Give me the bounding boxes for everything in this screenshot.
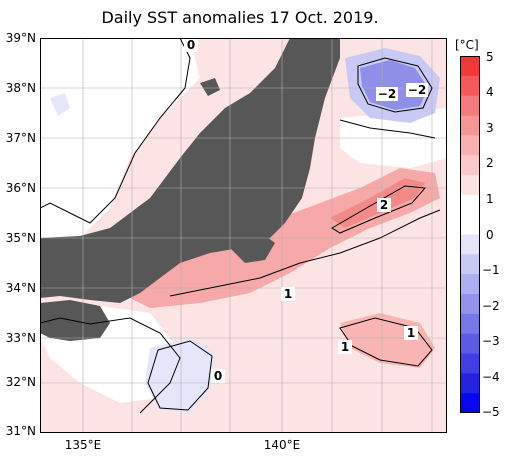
- contour-label: 0: [187, 38, 195, 52]
- lat-label-33: 33°N: [5, 331, 36, 345]
- land-sado-island: [200, 78, 220, 96]
- contour-label: 1: [407, 326, 415, 340]
- lon-label-140: 140°E: [263, 438, 301, 452]
- colorbar-tick: −2: [482, 299, 500, 313]
- colorbar-tick: 1: [486, 192, 494, 206]
- neutral-area-north: [40, 38, 200, 248]
- colorbar-tick: 4: [486, 85, 494, 99]
- colorbar-cell: [460, 56, 480, 77]
- lat-label-34: 34°N: [5, 281, 36, 295]
- colorbar-cell: [460, 294, 480, 315]
- colorbar-tick: −3: [482, 334, 500, 348]
- land-peninsula: [230, 228, 275, 263]
- contour-label: 1: [341, 340, 349, 354]
- colorbar-tick: −5: [482, 405, 500, 419]
- lat-label-38: 38°N: [5, 81, 36, 95]
- lat-label-36: 36°N: [5, 181, 36, 195]
- map-frame: [40, 38, 447, 433]
- colorbar-cell: [460, 95, 480, 116]
- colorbar: [460, 56, 480, 413]
- lat-label-37: 37°N: [5, 131, 36, 145]
- colorbar-tick: 3: [486, 121, 494, 135]
- colorbar-cell: [460, 135, 480, 156]
- contour-label-group: 0 −2 −2 2 1 1 1 0: [184, 38, 428, 383]
- cool-patch-west: [50, 93, 70, 116]
- colorbar-cell: [460, 75, 480, 97]
- lat-label-32: 32°N: [5, 375, 36, 389]
- lon-label-135: 135°E: [64, 438, 102, 452]
- colorbar-cell: [460, 175, 480, 196]
- map-title: Daily SST anomalies 17 Oct. 2019.: [101, 8, 379, 27]
- colorbar-cell: [460, 353, 480, 374]
- contour-label: 1: [284, 287, 292, 301]
- colorbar-unit: [°C]: [455, 38, 479, 52]
- colorbar-cell: [460, 313, 480, 335]
- colorbar-cell: [460, 194, 480, 216]
- contour-label: −2: [378, 87, 396, 101]
- colorbar-cell: [460, 393, 480, 413]
- contour-label: 2: [380, 198, 388, 212]
- colorbar-tick: 5: [486, 50, 494, 64]
- lat-label-35: 35°N: [5, 231, 36, 245]
- cool-patch-south: [145, 338, 215, 413]
- colorbar-frame: [460, 56, 480, 413]
- colorbar-tick: 2: [486, 156, 494, 170]
- colorbar-cell: [460, 214, 480, 235]
- colorbar-cell: [460, 373, 480, 394]
- colorbar-cell: [460, 115, 480, 136]
- colorbar-cell: [460, 234, 480, 255]
- colorbar-cell: [460, 155, 480, 176]
- contour-lines: [40, 38, 441, 414]
- contour-label: 0: [214, 369, 222, 383]
- colorbar-cell: [460, 254, 480, 275]
- contour-label: −2: [408, 83, 426, 97]
- colorbar-cell: [460, 333, 480, 354]
- colorbar-cells: [460, 56, 480, 413]
- lat-label-39: 39°N: [5, 31, 36, 45]
- colorbar-tick: −4: [482, 370, 500, 384]
- sst-anomaly-map: 0 −2 −2 2 1 1 1 0: [40, 38, 447, 433]
- colorbar-cell: [460, 274, 480, 295]
- colorbar-tick: 0: [486, 228, 494, 242]
- lat-label-31: 31°N: [5, 424, 36, 438]
- colorbar-tick: −1: [482, 263, 500, 277]
